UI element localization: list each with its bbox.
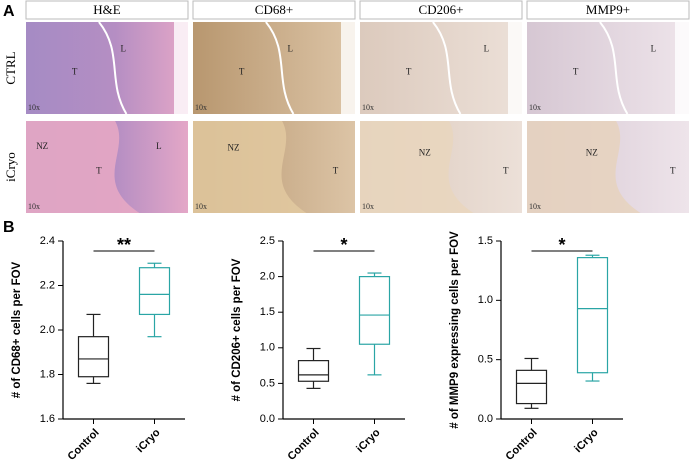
- column-header: CD206+: [419, 2, 464, 17]
- histology-image: [527, 22, 689, 114]
- region-label: T: [72, 67, 78, 77]
- x-tick-label: iCryo: [134, 426, 163, 455]
- row-label: CTRL: [3, 51, 18, 84]
- region-label: T: [670, 166, 676, 176]
- panel-label: A: [3, 3, 15, 20]
- necrotic-zone: [193, 121, 307, 213]
- tissue-boundary: [265, 21, 295, 115]
- box: [515, 369, 548, 405]
- x-tick-label: Control: [66, 427, 102, 463]
- histology-image: [193, 22, 355, 114]
- column-header: H&E: [93, 2, 121, 17]
- y-tick-label: 2.0: [40, 324, 55, 336]
- necrotic-zone: [26, 121, 140, 213]
- column-header-box: [359, 0, 523, 20]
- magnification: 10x: [195, 103, 207, 112]
- significance-label: **: [117, 235, 131, 255]
- region-label: L: [120, 44, 126, 54]
- region-label: NZ: [36, 141, 48, 151]
- y-tick-label: 2.5: [260, 235, 275, 247]
- y-tick-label: 1.0: [260, 342, 275, 354]
- y-tick-label: 0.5: [260, 377, 275, 389]
- region-label: T: [239, 67, 245, 77]
- region-label: T: [503, 166, 509, 176]
- x-tick-label: Control: [504, 427, 540, 463]
- necrotic-zone: [527, 121, 641, 213]
- box: [358, 276, 391, 345]
- row-label: iCryo: [3, 152, 18, 182]
- x-tick-label: iCryo: [354, 426, 383, 455]
- magnification: 10x: [362, 202, 374, 211]
- y-tick-label: 0.0: [260, 413, 275, 425]
- x-tick-label: Control: [286, 427, 322, 463]
- region-label: L: [156, 141, 162, 151]
- y-tick-label: 1.6: [40, 413, 55, 425]
- y-tick-label: 0.0: [478, 413, 493, 425]
- magnification: 10x: [529, 103, 541, 112]
- histology-image: [26, 22, 188, 114]
- tissue-boundary: [98, 21, 128, 115]
- magnification: 10x: [529, 202, 541, 211]
- column-header-box: [192, 0, 356, 20]
- box: [297, 360, 330, 382]
- tissue-edge: [174, 22, 188, 114]
- necrotic-zone: [360, 121, 474, 213]
- y-tick-label: 1.0: [478, 294, 493, 306]
- box: [576, 257, 609, 374]
- column-header: MMP9+: [586, 2, 630, 17]
- magnification: 10x: [28, 103, 40, 112]
- magnification: 10x: [362, 103, 374, 112]
- region-label: L: [287, 44, 293, 54]
- tissue-boundary: [599, 21, 629, 115]
- region-label: T: [573, 67, 579, 77]
- y-axis-label: # of CD68+ cells per FOV: [11, 261, 23, 398]
- magnification: 10x: [195, 202, 207, 211]
- column-header-box: [25, 0, 189, 20]
- region-label: NZ: [586, 147, 598, 157]
- significance-label: *: [558, 235, 565, 255]
- y-tick-label: 2.0: [260, 271, 275, 283]
- tissue-boundary: [432, 21, 462, 115]
- y-tick-label: 1.5: [478, 235, 493, 247]
- y-tick-label: 0.5: [478, 354, 493, 366]
- y-tick-label: 2.2: [40, 279, 55, 291]
- panel-label: B: [3, 219, 15, 236]
- column-header-box: [526, 0, 690, 20]
- magnification: 10x: [28, 202, 40, 211]
- y-tick-label: 2.4: [40, 235, 55, 247]
- column-header: CD68+: [255, 2, 293, 17]
- histology-image: [360, 22, 522, 114]
- significance-label: *: [340, 235, 347, 255]
- y-axis-label: # of MMP9 expressing cells per FOV: [449, 231, 461, 429]
- tissue-edge: [341, 22, 355, 114]
- y-axis-label: # of CD206+ cells per FOV: [231, 258, 243, 401]
- region-label: L: [651, 44, 657, 54]
- region-label: NZ: [419, 147, 431, 157]
- tissue-edge: [675, 22, 689, 114]
- y-tick-label: 1.5: [260, 306, 275, 318]
- region-label: L: [484, 44, 490, 54]
- x-tick-label: iCryo: [572, 426, 601, 455]
- region-label: NZ: [228, 143, 240, 153]
- region-label: T: [96, 166, 102, 176]
- box: [138, 267, 171, 316]
- region-label: T: [406, 67, 412, 77]
- box: [77, 336, 110, 378]
- tissue-edge: [508, 22, 522, 114]
- y-tick-label: 1.8: [40, 368, 55, 380]
- region-label: T: [333, 166, 339, 176]
